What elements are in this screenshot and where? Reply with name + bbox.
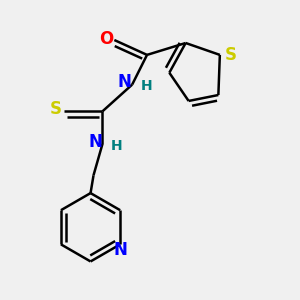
Text: N: N [114,241,128,259]
Text: H: H [111,139,122,152]
Text: O: O [99,29,113,47]
Text: H: H [141,79,152,93]
Text: N: N [88,133,102,151]
Text: S: S [225,46,237,64]
Text: N: N [118,73,132,91]
Text: S: S [50,100,61,118]
